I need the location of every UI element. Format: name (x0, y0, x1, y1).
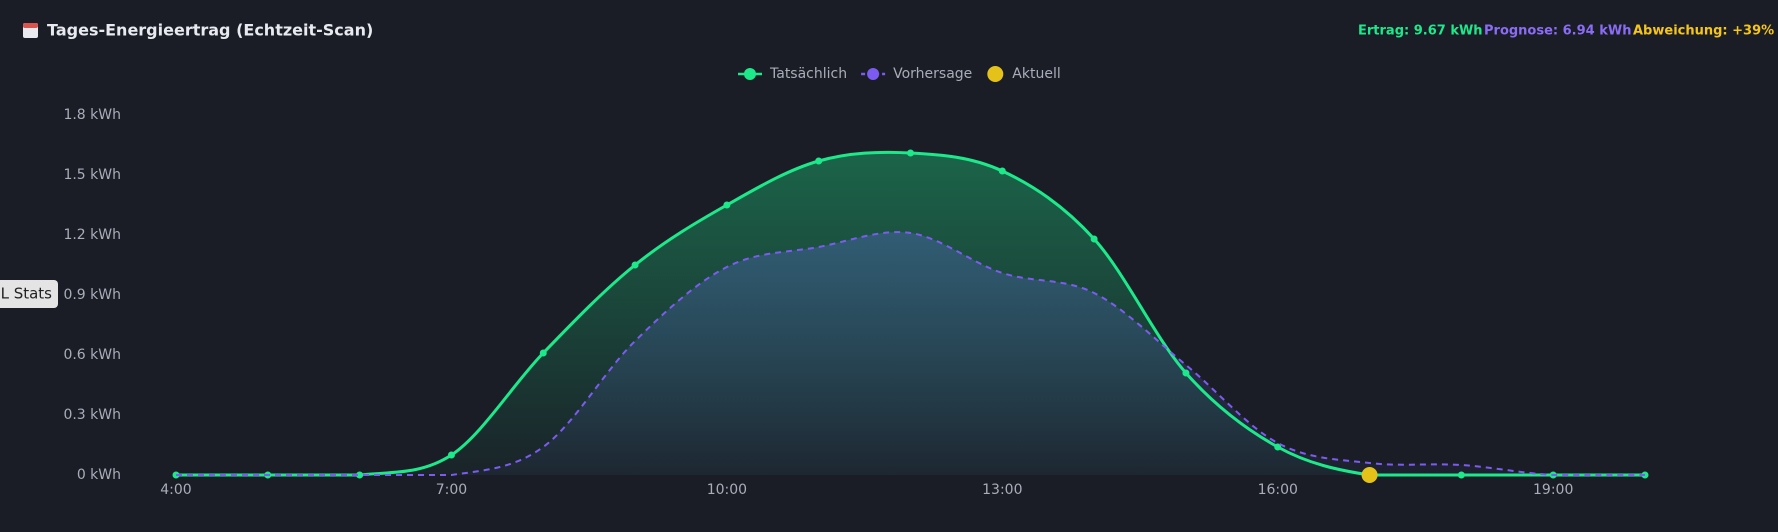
x-tick-label: 10:00 (707, 482, 747, 498)
point (631, 261, 639, 269)
y-tick-label: 0.9 kWh (63, 287, 121, 303)
legend-label: Vorhersage (893, 66, 972, 82)
stat-ertrag: Ertrag: 9.67 kWh (1358, 24, 1483, 39)
chart-title: Tages-Energieertrag (Echtzeit-Scan) (47, 21, 373, 40)
area (176, 232, 1645, 475)
legend-label: Aktuell (1012, 66, 1060, 82)
x-tick-label: 13:00 (982, 482, 1022, 498)
point (447, 451, 455, 459)
x-tick-label: 4:00 (160, 482, 191, 498)
stat-prognose: Prognose: 6.94 kWh (1484, 24, 1631, 39)
point (998, 167, 1006, 175)
side-tab[interactable] (0, 280, 58, 308)
point (723, 201, 731, 209)
x-tick-label: 7:00 (436, 482, 467, 498)
point (1090, 235, 1098, 243)
side-tab-label[interactable]: ML Stats (0, 285, 52, 303)
legend-marker (987, 66, 1004, 82)
legend-marker (867, 68, 880, 80)
y-tick-label: 0.6 kWh (63, 347, 121, 363)
y-tick-label: 1.5 kWh (63, 167, 121, 183)
x-tick-label: 16:00 (1258, 482, 1298, 498)
x-tick-label: 19:00 (1533, 482, 1573, 498)
calendar-icon-top (23, 23, 38, 28)
y-tick-label: 0.3 kWh (63, 407, 121, 423)
y-tick-label: 0 kWh (77, 467, 121, 483)
y-tick-label: 1.8 kWh (63, 107, 121, 123)
legend-label: Tatsächlich (769, 66, 847, 82)
legend-marker (744, 68, 756, 80)
point (1274, 443, 1282, 451)
current-marker (1361, 467, 1378, 483)
y-tick-label: 1.2 kWh (63, 227, 121, 243)
series-line (175, 231, 1645, 477)
stat-abweichung: Abweichung: +39% (1633, 24, 1774, 39)
point (1182, 369, 1190, 377)
point (907, 149, 914, 157)
point (356, 471, 364, 479)
point (1457, 471, 1465, 479)
point (539, 349, 547, 357)
point (815, 157, 823, 165)
